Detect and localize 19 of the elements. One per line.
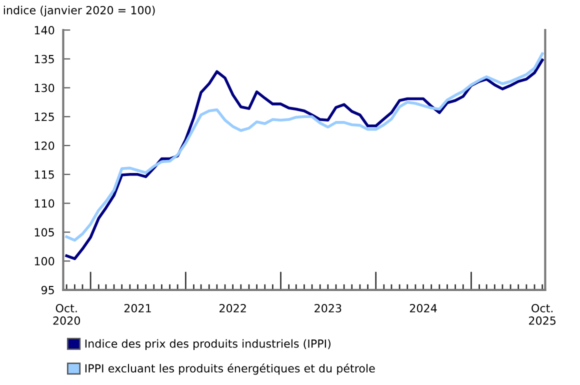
x-tick-label: Oct. 2025 — [529, 304, 556, 325]
y-tick-label: 110 — [34, 199, 54, 208]
x-tick-label: 2021 — [124, 304, 151, 312]
y-tick-label: 135 — [34, 54, 54, 64]
x-tick-label: 2023 — [314, 304, 342, 312]
y-tick-label: 120 — [34, 142, 54, 150]
y-tick-label: 130 — [34, 84, 54, 92]
x-tick-label: 2022 — [220, 304, 246, 312]
y-tick-label: 105 — [34, 228, 54, 237]
x-tick-label: Oct. 2020 — [53, 304, 80, 325]
y-axis-title: indice (janvier 2020 = 100) — [4, 6, 155, 17]
y-tick-label: 95 — [41, 286, 54, 294]
y-tick-label: 140 — [34, 26, 54, 34]
y-tick-label: 100 — [34, 257, 54, 266]
x-tick-label: 2024 — [410, 304, 437, 312]
y-tick-label: 115 — [34, 170, 54, 179]
legend-label: IPPI excluant les produits énergétiques et du pétrole — [85, 364, 375, 375]
y-tick-label: 125 — [34, 112, 54, 122]
legend-label: Indice des prix des produits industriels (IPPI) — [85, 339, 330, 350]
